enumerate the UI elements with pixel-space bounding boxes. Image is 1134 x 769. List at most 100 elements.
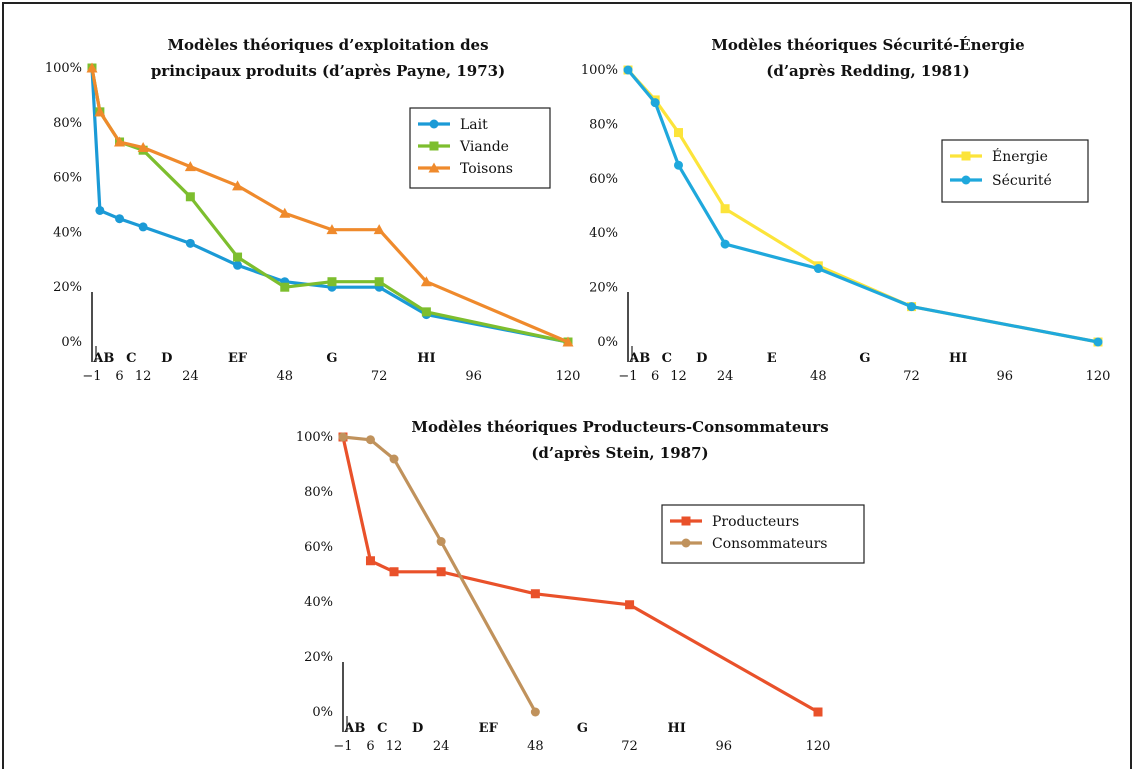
y-tick-label: 40% <box>304 595 333 610</box>
data-point <box>1093 337 1103 347</box>
y-tick-label: 20% <box>53 280 82 295</box>
chart-title-line: (d’après Stein, 1987) <box>531 444 708 462</box>
x-tick-label: 48 <box>810 369 827 384</box>
data-point <box>374 277 384 287</box>
x-tick-label: 72 <box>621 739 638 754</box>
y-tick-label: 80% <box>304 485 333 500</box>
data-point <box>185 192 195 202</box>
data-point <box>233 252 243 262</box>
y-tick-label: 100% <box>296 430 333 445</box>
series-line-2 <box>626 68 1099 344</box>
x-tick-label: 48 <box>527 739 544 754</box>
y-tick-label: 40% <box>589 226 618 241</box>
data-point <box>232 180 244 191</box>
x-tick-label: 120 <box>806 739 831 754</box>
x-tick-label: 72 <box>903 369 920 384</box>
legend-swatch-marker <box>429 141 439 151</box>
x-tick-label: −1 <box>618 369 637 384</box>
legend-swatch-marker <box>681 538 691 548</box>
y-tick-label: 20% <box>304 650 333 665</box>
data-point <box>420 276 432 287</box>
phase-label: AB <box>92 351 114 366</box>
legend-box <box>661 504 865 564</box>
data-point <box>436 537 446 546</box>
data-point <box>338 432 348 442</box>
phase-label: D <box>161 351 172 366</box>
chart-title-line: Modèles théoriques Sécurité-Énergie <box>711 36 1024 54</box>
data-point <box>365 435 375 445</box>
phase-label: C <box>126 351 136 366</box>
x-tick-label: −1 <box>333 739 352 754</box>
data-point <box>436 567 446 577</box>
data-point <box>673 128 683 138</box>
data-point <box>326 224 338 235</box>
data-point <box>184 161 196 172</box>
data-point <box>813 707 823 717</box>
data-point <box>389 567 399 577</box>
x-tick-label: 72 <box>371 369 388 384</box>
legend-label: Viande <box>459 139 509 155</box>
data-point <box>373 224 385 235</box>
x-tick-label: 6 <box>366 739 374 754</box>
data-point <box>86 62 98 73</box>
series-line-1 <box>341 436 819 714</box>
data-point <box>114 136 126 147</box>
legend-swatch-marker <box>429 119 439 129</box>
data-point <box>327 277 337 287</box>
chart-title-line: Modèles théoriques Producteurs-Consommat… <box>411 418 828 436</box>
chart-title-line: (d’après Redding, 1981) <box>766 62 970 80</box>
data-point <box>673 160 683 170</box>
phase-label: EF <box>479 721 499 736</box>
data-point <box>115 214 125 224</box>
legend-label: Lait <box>460 117 488 133</box>
data-point <box>137 141 149 152</box>
legend-label: Énergie <box>992 147 1048 165</box>
x-tick-label: 120 <box>556 369 581 384</box>
x-tick-label: 12 <box>670 369 687 384</box>
data-point <box>280 282 290 292</box>
y-tick-label: 80% <box>589 117 618 132</box>
x-tick-label: 6 <box>651 369 659 384</box>
data-point <box>389 454 399 464</box>
data-point <box>95 205 105 215</box>
chart-title-line: principaux produits (d’après Payne, 1973… <box>151 62 505 80</box>
phase-label: D <box>412 721 423 736</box>
phase-label: G <box>577 721 588 736</box>
x-tick-label: 6 <box>115 369 123 384</box>
x-tick-label: 24 <box>182 369 199 384</box>
data-point <box>530 589 540 599</box>
y-tick-label: 60% <box>53 171 82 186</box>
y-tick-label: 100% <box>45 61 82 76</box>
data-point <box>421 307 431 317</box>
data-point <box>530 707 540 717</box>
phase-label: G <box>859 351 870 366</box>
x-tick-label: 48 <box>276 369 293 384</box>
phase-label: AB <box>628 351 650 366</box>
chart-1: Modèles théoriques d’exploitation des pri… <box>45 36 581 384</box>
y-tick-label: 0% <box>61 335 82 350</box>
phase-label: HI <box>417 351 435 366</box>
legend-label: Sécurité <box>992 173 1052 189</box>
phase-label: D <box>696 351 707 366</box>
phase-label: C <box>377 721 387 736</box>
chart-3: Modèles théoriques Producteurs-Consommat… <box>296 418 865 754</box>
phase-label: EF <box>228 351 248 366</box>
phase-label: AB <box>343 721 365 736</box>
data-point <box>625 600 635 610</box>
x-tick-label: 24 <box>717 369 734 384</box>
data-point <box>233 260 243 270</box>
x-tick-label: 12 <box>386 739 403 754</box>
legend-swatch-marker <box>961 151 971 161</box>
data-point <box>562 336 574 347</box>
chart-title-line: Modèles théoriques d’exploitation des <box>167 36 488 54</box>
x-tick-label: 96 <box>997 369 1014 384</box>
x-tick-label: −1 <box>82 369 101 384</box>
data-point <box>94 106 106 117</box>
data-point <box>720 204 730 214</box>
data-point <box>813 264 823 274</box>
data-point <box>720 239 730 249</box>
legend-box <box>941 139 1089 203</box>
phase-label: HI <box>667 721 685 736</box>
x-tick-label: 120 <box>1086 369 1111 384</box>
